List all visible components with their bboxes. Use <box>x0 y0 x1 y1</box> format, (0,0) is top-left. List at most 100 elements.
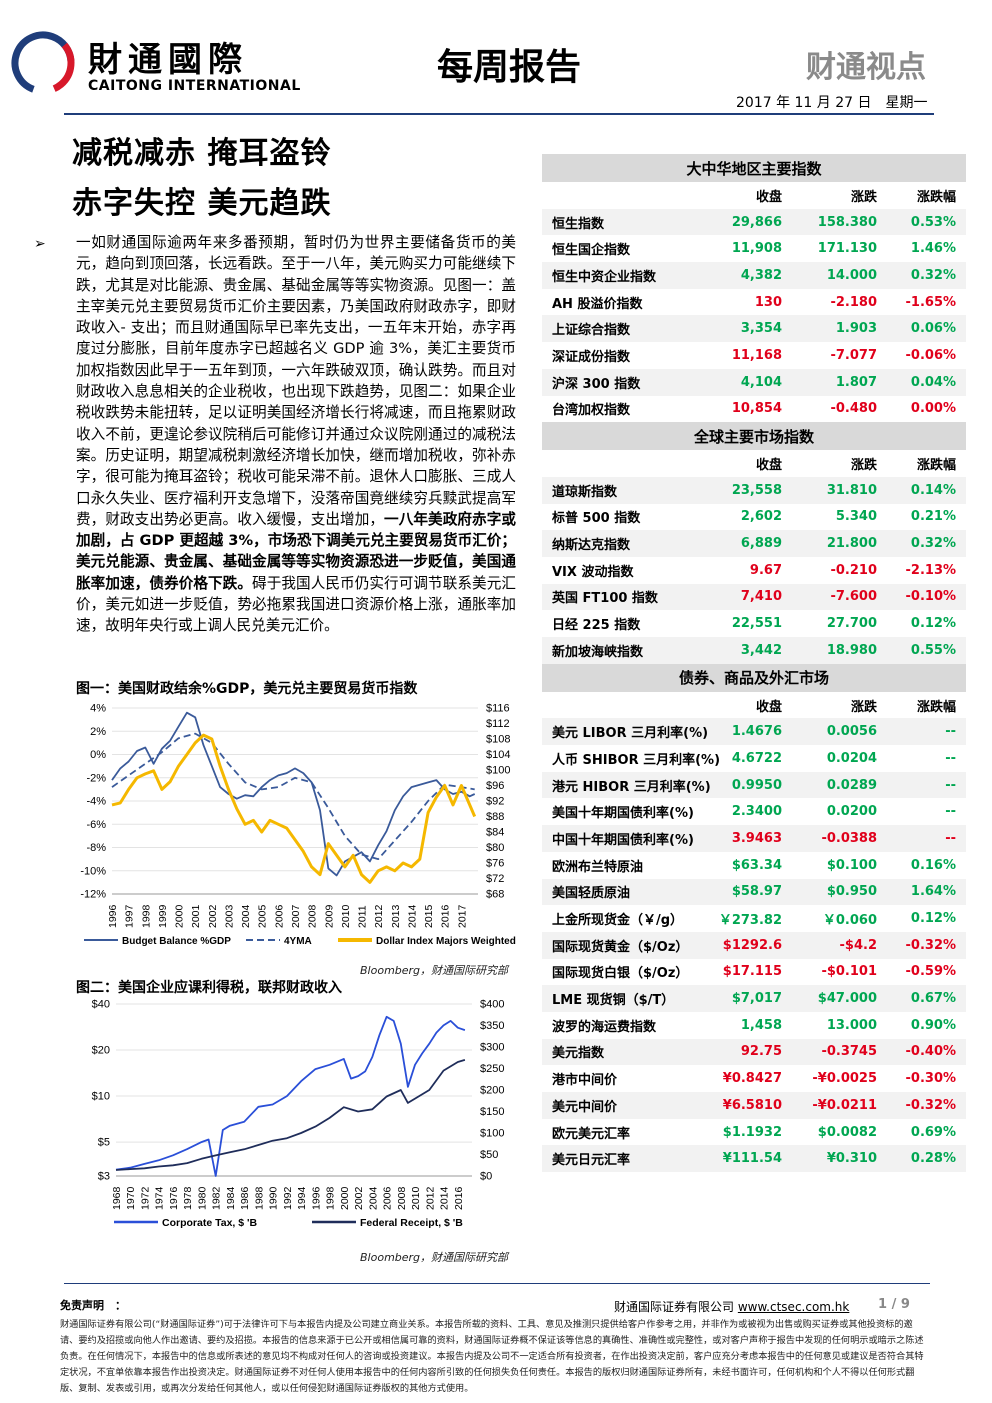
row-change: 27.700 <box>788 610 883 637</box>
x-tick-label: 2000 <box>339 1186 351 1210</box>
header-change: 涨跌 <box>788 691 883 719</box>
figure-1-title: 图一：美国财政结余%GDP，美元兑主要贸易货币指数 <box>76 681 418 697</box>
legend-label: Federal Receipt, $ 'B <box>360 1217 463 1229</box>
y-right-tick-label: $50 <box>480 1149 498 1161</box>
row-name: LME 现货铜（$/T） <box>542 985 718 1012</box>
series-line <box>111 711 476 877</box>
row-change: -0.210 <box>788 556 883 584</box>
row-change: -7.077 <box>788 342 883 369</box>
y-right-tick-label: $76 <box>486 858 504 870</box>
y-right-tick-label: $84 <box>486 827 504 839</box>
row-close: 11,908 <box>718 235 788 263</box>
row-close: 11,168 <box>718 342 788 369</box>
section-title: 全球主要市场指数 <box>542 422 967 451</box>
table-row: 纳斯达克指数 6,889 21.800 0.32% <box>542 530 967 557</box>
header-blank <box>542 182 718 209</box>
row-change: ¥0.310 <box>788 1145 883 1173</box>
row-name: 日经 225 指数 <box>542 610 718 637</box>
y-right-tick-label: $116 <box>486 703 510 715</box>
row-pct: -0.32% <box>883 1092 967 1119</box>
table-row: 日经 225 指数 22,551 27.700 0.12% <box>542 610 967 637</box>
row-close: 6,889 <box>718 530 788 557</box>
brand-name-english: CAITONG INTERNATIONAL <box>88 78 301 94</box>
row-name: 上证综合指数 <box>542 315 718 343</box>
row-change: 18.980 <box>788 637 883 664</box>
row-pct: -0.40% <box>883 1038 967 1066</box>
table-row: 欧洲布兰特原油 $63.34 $0.100 0.16% <box>542 851 967 879</box>
row-name: 港市中间价 <box>542 1065 718 1092</box>
caitong-logo-icon <box>11 31 75 95</box>
row-pct: 0.67% <box>883 985 967 1012</box>
y-right-tick-label: $0 <box>480 1171 492 1183</box>
row-change: -$0.101 <box>788 958 883 986</box>
header-close: 收盘 <box>718 450 788 477</box>
section-title: 债券、商品及外汇市场 <box>542 663 967 692</box>
row-change: 0.0200 <box>788 798 883 826</box>
y-left-tick-label: $40 <box>92 999 110 1011</box>
row-change: 13.000 <box>788 1011 883 1039</box>
x-tick-label: 2017 <box>456 904 468 928</box>
row-close: 3.9463 <box>718 825 788 852</box>
report-date: 2017 年 11 月 27 日 星期一 <box>736 95 928 111</box>
row-pct: -2.13% <box>883 556 967 584</box>
row-pct: 0.55% <box>883 637 967 664</box>
row-name: 美元日元汇率 <box>542 1145 718 1173</box>
footer-company-name: 财通国际证券有限公司 <box>614 1300 735 1314</box>
table-row: 上金所现货金（￥/g） ￥273.82 ￥0.060 0.12% <box>542 905 967 932</box>
figure-2-chart: $40 $20 $10 $5 $3 $400 $350 $300 $250 $200 $150 $10… <box>92 999 505 1230</box>
row-close: 7,410 <box>718 583 788 611</box>
header-pct: 涨跌幅 <box>883 691 967 719</box>
row-close: ￥273.82 <box>718 905 788 932</box>
row-pct: -0.32% <box>883 931 967 959</box>
footer-company: 财通国际证券有限公司 www.ctsec.com.hk <box>614 1298 849 1315</box>
table-row: 中国十年期国债利率(%) 3.9463 -0.0388 -- <box>542 825 967 852</box>
table-row: 恒生指数 29,866 158.380 0.53% <box>542 208 967 236</box>
company-website-link[interactable]: www.ctsec.com.hk <box>737 1300 850 1314</box>
row-name: 波罗的海运费指数 <box>542 1011 718 1039</box>
row-pct: 0.90% <box>883 1011 967 1039</box>
row-change: 0.0289 <box>788 771 883 799</box>
table-section-header: 债券、商品及外汇市场 <box>542 663 967 692</box>
table-row: 标普 500 指数 2,602 5.340 0.21% <box>542 503 967 531</box>
figure-2-source: Bloomberg，财通国际研究部 <box>360 1251 509 1264</box>
header-pct: 涨跌幅 <box>883 450 967 477</box>
series-line <box>111 733 477 884</box>
report-title: 每周报告 <box>437 47 582 88</box>
figure-2-title: 图二：美国企业应课利得税，联邦财政收入 <box>76 980 342 996</box>
x-tick-label: 1996 <box>310 1186 322 1210</box>
table-row: LME 现货铜（$/T） $7,017 $47.000 0.67% <box>542 985 967 1012</box>
row-pct: 0.16% <box>883 851 967 879</box>
x-tick-label: 1984 <box>225 1186 237 1210</box>
row-name: 国际现货白银（$/Oz） <box>542 958 718 986</box>
market-data-panel: 大中华地区主要指数 收盘 涨跌 涨跌幅 恒生指数 29,866 158.380 0.53% 恒生… <box>542 154 967 1186</box>
row-close: 92.75 <box>718 1038 788 1066</box>
row-pct: -1.65% <box>883 288 967 316</box>
row-change: 14.000 <box>788 262 883 289</box>
y-right-tick-label: $300 <box>480 1042 504 1054</box>
section-label: 财通视点 <box>806 50 926 85</box>
x-tick-label: 1970 <box>125 1186 137 1210</box>
legend-label: Dollar Index Majors Weighted <box>376 936 516 947</box>
header-pct: 涨跌幅 <box>883 182 967 209</box>
x-tick-label: 2010 <box>410 1186 422 1210</box>
y-left-tick-label: -2% <box>86 772 106 784</box>
x-tick-label: 1998 <box>325 1186 337 1210</box>
y-left-tick-label: -8% <box>86 842 106 854</box>
row-pct: 1.46% <box>883 235 967 263</box>
x-tick-label: 2003 <box>223 904 235 928</box>
row-close: 3,442 <box>718 637 788 664</box>
table-row: 英国 FT100 指数 7,410 -7.600 -0.10% <box>542 583 967 611</box>
y-right-tick-label: $96 <box>486 780 504 792</box>
x-tick-label: 2000 <box>174 904 186 928</box>
x-tick-label: 2012 <box>373 904 385 928</box>
y-left-tick-label: -12% <box>80 889 106 901</box>
row-close: 4,104 <box>718 368 788 396</box>
table-row: 沪深 300 指数 4,104 1.807 0.04% <box>542 368 967 396</box>
table-column-header: 收盘 涨跌 涨跌幅 <box>542 182 967 209</box>
row-change: 1.903 <box>788 315 883 343</box>
x-tick-label: 2014 <box>406 904 418 928</box>
row-change: -0.0388 <box>788 825 883 852</box>
y-right-tick-label: $68 <box>486 889 504 901</box>
x-tick-label: 2004 <box>367 1186 379 1210</box>
y-right-tick-label: $100 <box>480 1128 504 1140</box>
